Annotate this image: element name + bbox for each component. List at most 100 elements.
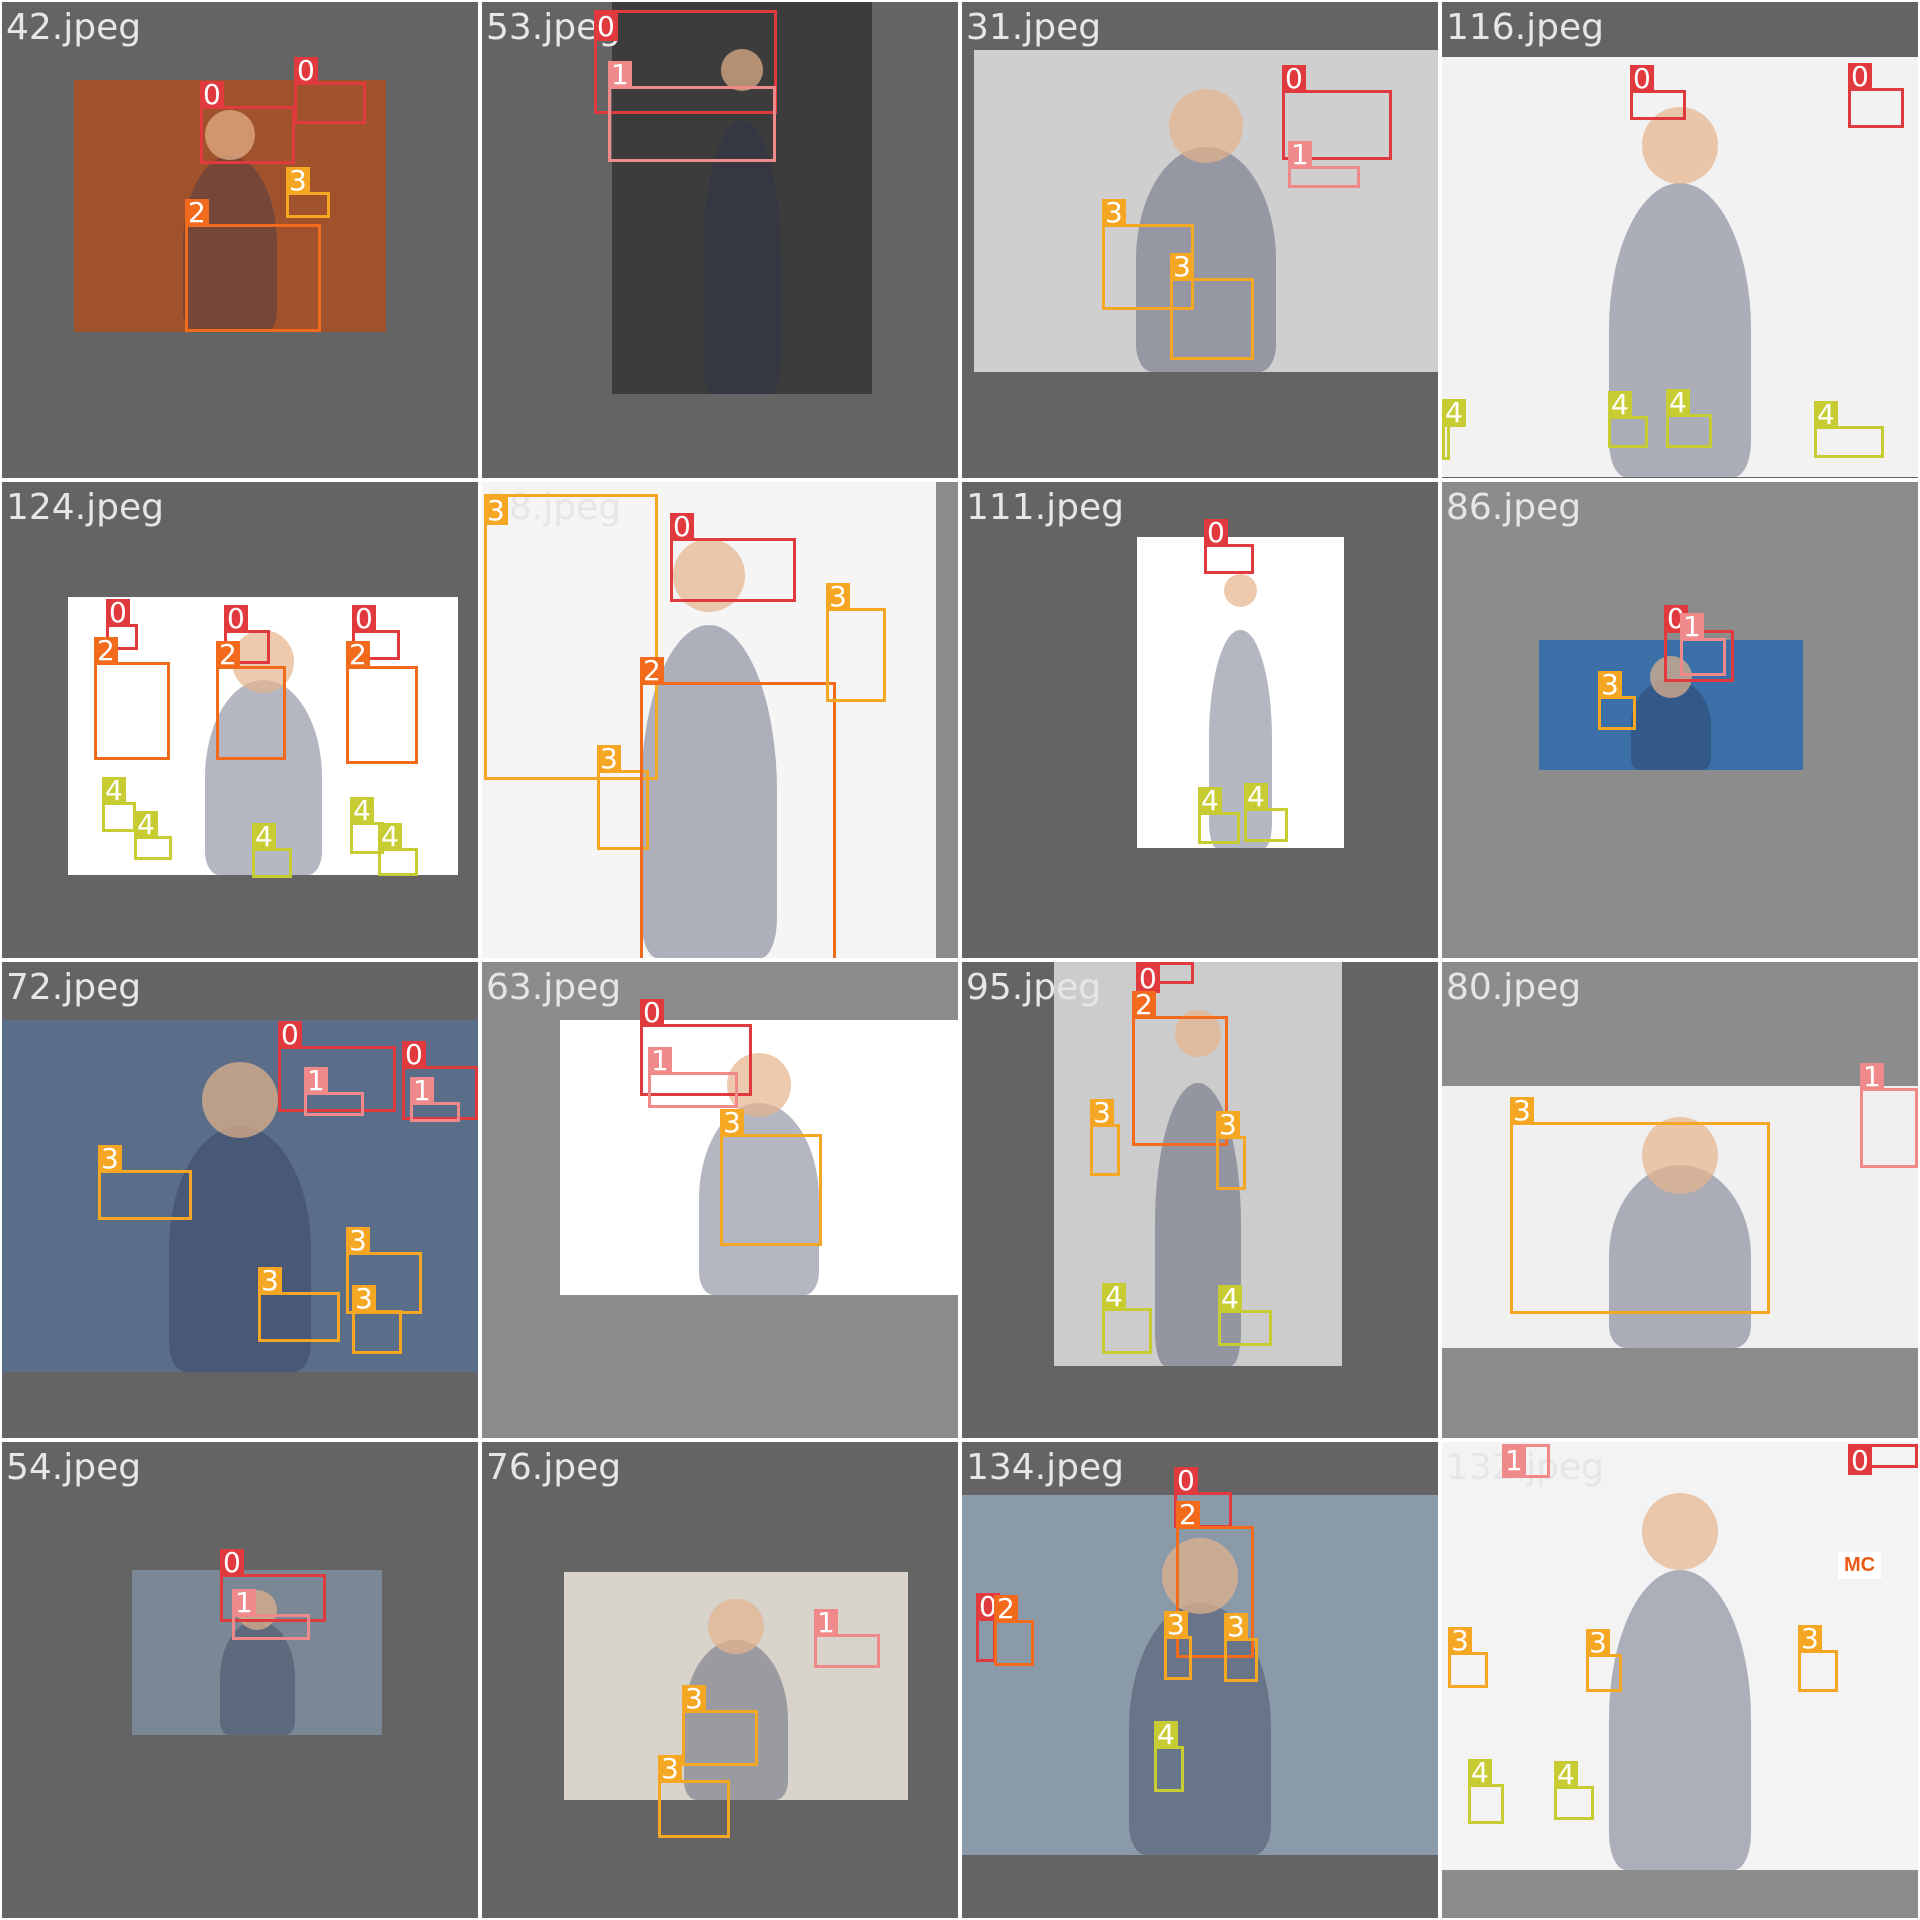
detection-box: 1 bbox=[232, 1589, 310, 1640]
tile-filename: 31.jpeg bbox=[966, 7, 1102, 48]
detection-box: 0 bbox=[640, 999, 752, 1096]
detection-box: 0 bbox=[220, 1549, 326, 1622]
tile-photo bbox=[962, 1495, 1438, 1855]
class-label: 0 bbox=[352, 605, 376, 633]
class-label: 1 bbox=[1288, 141, 1312, 169]
head-shape bbox=[201, 1062, 279, 1139]
detection-box: 4 bbox=[1442, 399, 1466, 460]
detection-box: 1 bbox=[648, 1047, 738, 1108]
mosaic-tile: 111.jpeg 0 4 4 bbox=[962, 482, 1438, 958]
head-shape bbox=[1649, 655, 1693, 698]
class-label: 3 bbox=[1510, 1097, 1534, 1125]
tile-photo bbox=[612, 2, 872, 394]
class-label: 2 bbox=[1132, 991, 1156, 1019]
class-label: 0 bbox=[278, 1021, 302, 1049]
class-label: 3 bbox=[1164, 1611, 1188, 1639]
detection-box: 3 bbox=[1216, 1111, 1246, 1190]
detection-box: 1 bbox=[410, 1077, 460, 1122]
class-label: 1 bbox=[1502, 1447, 1526, 1475]
class-label: 3 bbox=[597, 745, 621, 773]
figure-silhouette bbox=[1608, 183, 1752, 477]
class-label: 3 bbox=[1224, 1613, 1248, 1641]
detection-box: 3 bbox=[1164, 1611, 1192, 1680]
detection-box: 4 bbox=[1154, 1721, 1184, 1792]
class-label: 1 bbox=[410, 1077, 434, 1105]
detection-box: 3 bbox=[1170, 253, 1254, 360]
figure-silhouette bbox=[183, 155, 277, 332]
detection-box: 1 bbox=[1680, 613, 1726, 676]
tile-filename: 111.jpeg bbox=[966, 487, 1125, 528]
class-label: 3 bbox=[658, 1755, 682, 1783]
detection-box: 0 bbox=[976, 1593, 1000, 1662]
detection-box: 3 bbox=[1224, 1613, 1258, 1682]
class-label: 4 bbox=[1442, 399, 1466, 427]
tile-photo bbox=[1442, 1086, 1918, 1348]
class-label: 3 bbox=[484, 497, 508, 525]
detection-box: 4 bbox=[378, 823, 418, 876]
class-label: 2 bbox=[185, 199, 209, 227]
mosaic-tile: 95.jpeg 0 2 3 3 4 4 bbox=[962, 962, 1438, 1438]
detection-box: 3 bbox=[1510, 1097, 1770, 1314]
class-label: 0 bbox=[224, 605, 248, 633]
class-label: 0 bbox=[294, 57, 318, 85]
mosaic-tile: 38.jpeg 3 0 3 2 3 bbox=[482, 482, 958, 958]
figure-silhouette bbox=[703, 119, 781, 394]
class-label: 2 bbox=[1176, 1501, 1200, 1529]
detection-box: 1 bbox=[814, 1609, 880, 1668]
class-label: 4 bbox=[102, 777, 126, 805]
class-label: 0 bbox=[640, 999, 664, 1027]
class-label: 2 bbox=[94, 637, 118, 665]
detection-box: 3 bbox=[658, 1755, 730, 1838]
detection-box: 4 bbox=[1608, 391, 1648, 448]
class-label: 0 bbox=[1136, 965, 1160, 993]
detection-box: 0 bbox=[594, 10, 777, 114]
detection-box: 3 bbox=[258, 1267, 340, 1342]
detection-box: 2 bbox=[216, 641, 286, 760]
class-label: 0 bbox=[1174, 1467, 1198, 1495]
class-label: 3 bbox=[720, 1109, 744, 1137]
class-label: 0 bbox=[1282, 65, 1306, 93]
tile-photo bbox=[1137, 537, 1344, 848]
class-label: 4 bbox=[1154, 1721, 1178, 1749]
tile-filename: 72.jpeg bbox=[6, 967, 142, 1008]
detection-box: 3 bbox=[1090, 1099, 1120, 1176]
tile-filename: 63.jpeg bbox=[486, 967, 622, 1008]
detection-box: 2 bbox=[994, 1595, 1034, 1666]
head-shape bbox=[1641, 1493, 1719, 1570]
class-label: 0 bbox=[1848, 1447, 1872, 1475]
class-label: 3 bbox=[286, 167, 310, 195]
class-label: 3 bbox=[1448, 1627, 1472, 1655]
detection-box: 4 bbox=[1244, 783, 1288, 842]
detection-box: 2 bbox=[1132, 991, 1228, 1146]
detection-box: 3 bbox=[484, 494, 658, 780]
class-label: 3 bbox=[258, 1267, 282, 1295]
class-label: 2 bbox=[346, 641, 370, 669]
head-shape bbox=[1641, 1117, 1719, 1194]
mosaic-tile: 86.jpeg 0 1 3 bbox=[1442, 482, 1918, 958]
class-label: 3 bbox=[682, 1685, 706, 1713]
head-shape bbox=[708, 1599, 764, 1655]
tile-filename: 95.jpeg bbox=[966, 967, 1102, 1008]
tile-filename: 134.jpeg bbox=[966, 1447, 1125, 1488]
class-label: 3 bbox=[1598, 671, 1622, 699]
detection-box: 4 bbox=[1666, 389, 1712, 448]
jacket-logo: MC bbox=[1838, 1552, 1882, 1579]
detection-box: 4 bbox=[1468, 1759, 1504, 1824]
detection-box: 0 bbox=[200, 81, 295, 164]
detection-box: 3 bbox=[286, 167, 330, 218]
detection-box: 4 bbox=[134, 811, 172, 860]
detection-box: 2 bbox=[185, 199, 321, 332]
head-shape bbox=[1161, 1538, 1239, 1615]
mosaic-tile: MC132.jpeg1033344 bbox=[1442, 1442, 1918, 1918]
class-label: 3 bbox=[1798, 1625, 1822, 1653]
class-label: 4 bbox=[1814, 401, 1838, 429]
detection-box: 2 bbox=[640, 657, 836, 958]
class-label: 1 bbox=[1680, 613, 1704, 641]
detection-box: 0 bbox=[1848, 63, 1904, 128]
mosaic-tile: 31.jpeg 0 1 3 3 bbox=[962, 2, 1438, 478]
class-label: 0 bbox=[402, 1041, 426, 1069]
class-label: 0 bbox=[220, 1549, 244, 1577]
detection-box: 4 bbox=[102, 777, 136, 832]
tile-photo bbox=[564, 1572, 908, 1800]
